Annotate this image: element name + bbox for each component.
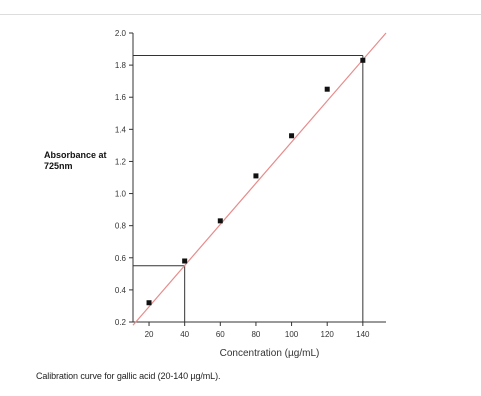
data-point — [146, 300, 152, 306]
top-divider — [0, 14, 481, 15]
fit-line-group — [132, 32, 387, 326]
y-tick-label: 0.4 — [115, 286, 127, 295]
y-tick-label: 0.8 — [115, 222, 127, 231]
y-ticks: 0.2 0.4 0.6 0.8 1.0 1.2 1.4 1.6 1.8 2.0 — [115, 29, 133, 327]
reference-lines — [133, 54, 364, 322]
x-tick-label: 80 — [251, 330, 260, 339]
x-tick-label: 120 — [321, 330, 335, 339]
x-tick-label: 60 — [216, 330, 225, 339]
y-tick-label: 1.8 — [115, 61, 127, 70]
figure-caption: Calibration curve for gallic acid (20-14… — [36, 371, 221, 381]
x-tick-label: 20 — [145, 330, 154, 339]
y-tick-label: 1.0 — [115, 190, 127, 199]
x-tick-label: 100 — [285, 330, 299, 339]
data-points — [146, 57, 366, 306]
data-point — [217, 218, 223, 224]
fit-line — [132, 32, 387, 326]
data-point — [289, 133, 295, 139]
x-axis-label: Concentration (µg/mL) — [220, 348, 320, 359]
x-ticks: 20 40 60 80 100 120 140 — [145, 322, 370, 339]
x-tick-label: 40 — [180, 330, 189, 339]
data-point — [253, 173, 259, 179]
data-point — [324, 86, 330, 92]
y-tick-label: 2.0 — [115, 29, 127, 38]
data-point — [182, 258, 188, 264]
chart-axes — [132, 33, 386, 323]
y-tick-label: 1.2 — [115, 157, 127, 166]
y-tick-label: 1.4 — [115, 125, 127, 134]
y-tick-label: 1.6 — [115, 93, 127, 102]
y-tick-label: 0.2 — [115, 318, 127, 327]
data-point — [360, 57, 366, 63]
y-tick-label: 0.6 — [115, 254, 127, 263]
x-tick-label: 140 — [356, 330, 370, 339]
y-axis-label: Absorbance at 725nm — [44, 150, 107, 171]
